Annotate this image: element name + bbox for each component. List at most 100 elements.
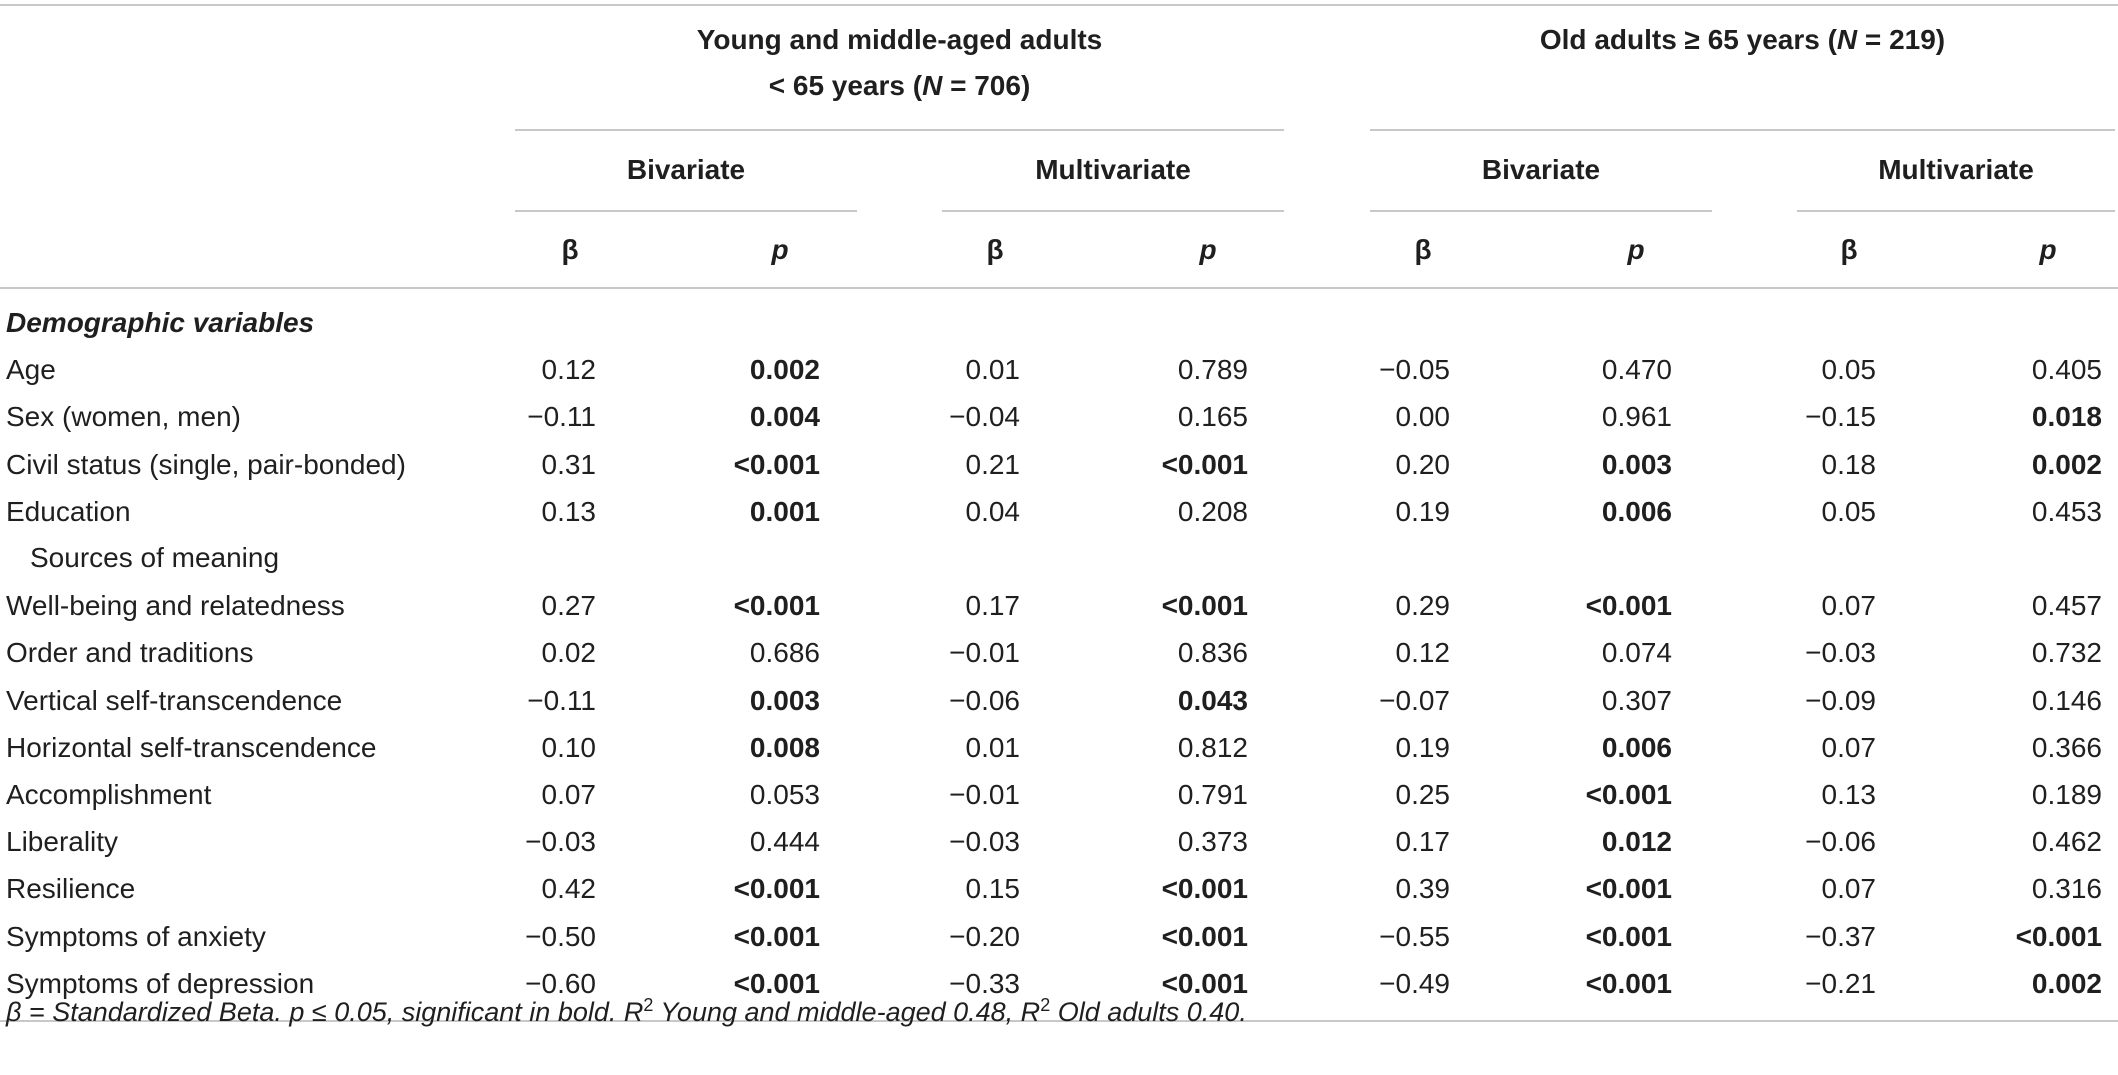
stat-header-p-3: p — [1627, 234, 1645, 265]
beta-cell: 0.13 — [541, 496, 597, 527]
beta-cell: −0.09 — [1805, 685, 1876, 716]
beta-cell: −0.50 — [525, 921, 596, 952]
beta-cell: −0.04 — [949, 401, 1020, 432]
beta-cell: 0.07 — [541, 779, 597, 810]
stat-header-beta-4: β — [1840, 234, 1858, 265]
table-footnote: β = Standardized Beta. p ≤ 0.05, signifi… — [6, 995, 1247, 1029]
beta-cell: 0.07 — [1821, 873, 1877, 904]
p-value-cell: 0.146 — [2031, 685, 2102, 716]
p-value-cell: 0.789 — [1177, 354, 1248, 385]
beta-cell: −0.11 — [527, 401, 596, 432]
beta-cell: 0.13 — [1821, 779, 1877, 810]
p-value-cell: 0.373 — [1177, 826, 1248, 857]
p-value-cell: 0.457 — [2031, 590, 2102, 621]
beta-cell: 0.31 — [541, 449, 597, 480]
p-value-cell: <0.001 — [1585, 921, 1672, 952]
p-value-cell: <0.001 — [1161, 968, 1248, 999]
beta-cell: 0.42 — [541, 873, 597, 904]
beta-cell: −0.06 — [1805, 826, 1876, 857]
p-value-cell: 0.004 — [749, 401, 820, 432]
stat-header-beta-2: β — [986, 234, 1004, 265]
group-header-young: Young and middle-aged adults < 65 years … — [515, 23, 1284, 103]
beta-cell: 0.17 — [1395, 826, 1451, 857]
p-value-cell: 0.444 — [749, 826, 820, 857]
footnote-text-3: Old adults 0.40. — [1050, 997, 1247, 1027]
row-label: Sex (women, men) — [6, 401, 241, 432]
beta-cell: −0.03 — [1805, 637, 1876, 668]
p-value-cell: <0.001 — [733, 449, 820, 480]
beta-cell: −0.03 — [525, 826, 596, 857]
p-value-cell: <0.001 — [1161, 590, 1248, 621]
group-header-young-n-label: N — [922, 70, 943, 101]
beta-cell: 0.12 — [1395, 637, 1451, 668]
beta-cell: 0.05 — [1821, 496, 1877, 527]
p-value-cell: 0.012 — [1601, 826, 1672, 857]
p-value-cell: 0.008 — [749, 732, 820, 763]
row-label: Order and traditions — [6, 637, 254, 668]
beta-cell: 0.05 — [1821, 354, 1877, 385]
subsection-title-sources-of-meaning: Sources of meaning — [30, 542, 280, 573]
beta-cell: 0.15 — [965, 873, 1021, 904]
p-value-cell: 0.405 — [2031, 354, 2102, 385]
beta-cell: −0.05 — [1379, 354, 1450, 385]
group-header-young-n-value: = 706) — [942, 70, 1031, 101]
p-value-cell: <0.001 — [1161, 921, 1248, 952]
p-value-cell: 0.470 — [1601, 354, 1672, 385]
beta-cell: 0.07 — [1821, 590, 1877, 621]
beta-cell: 0.27 — [541, 590, 597, 621]
p-value-cell: <0.001 — [733, 873, 820, 904]
footnote-superscript-2: 2 — [1040, 995, 1051, 1015]
beta-cell: 0.19 — [1395, 496, 1451, 527]
p-value-cell: 0.791 — [1177, 779, 1248, 810]
beta-cell: −0.20 — [949, 921, 1020, 952]
row-label: Symptoms of depression — [6, 968, 315, 999]
subgroup-rule-1 — [515, 210, 857, 212]
subgroup-header-young-bivariate: Bivariate — [626, 154, 746, 185]
group-header-young-range: < 65 years ( — [768, 70, 923, 101]
p-value-cell: 0.043 — [1177, 685, 1248, 716]
row-label: Civil status (single, pair-bonded) — [6, 449, 406, 480]
p-value-cell: <0.001 — [1585, 968, 1672, 999]
header-bottom-rule — [0, 287, 2118, 289]
beta-cell: 0.20 — [1395, 449, 1451, 480]
row-label: Age — [6, 354, 56, 385]
beta-cell: 0.21 — [965, 449, 1021, 480]
group-header-old-line1: Old adults ≥ 65 years ( — [1539, 24, 1837, 55]
subgroup-header-young-multivariate: Multivariate — [1035, 154, 1191, 185]
p-value-cell: <0.001 — [733, 921, 820, 952]
row-label: Well-being and relatedness — [6, 590, 345, 621]
footnote-text-1: β = Standardized Beta. p ≤ 0.05, signifi… — [6, 997, 644, 1027]
p-value-cell: 0.001 — [749, 496, 820, 527]
p-value-cell: 0.053 — [749, 779, 820, 810]
p-value-cell: 0.307 — [1601, 685, 1672, 716]
beta-cell: −0.55 — [1379, 921, 1450, 952]
row-label: Horizontal self-transcendence — [6, 732, 377, 763]
group-header-old-n-value: = 219) — [1857, 24, 1946, 55]
stat-header-p-2: p — [1199, 234, 1217, 265]
subgroup-rule-3 — [1370, 210, 1712, 212]
beta-cell: 0.04 — [965, 496, 1021, 527]
table-bottom-rule — [0, 1020, 2118, 1022]
p-value-cell: 0.002 — [749, 354, 820, 385]
beta-cell: −0.21 — [1805, 968, 1876, 999]
beta-cell: 0.02 — [541, 637, 597, 668]
row-label: Accomplishment — [6, 779, 212, 810]
p-value-cell: <0.001 — [1585, 590, 1672, 621]
p-value-cell: 0.208 — [1177, 496, 1248, 527]
group-header-young-line1: Young and middle-aged adults — [696, 24, 1103, 55]
p-value-cell: 0.074 — [1601, 637, 1672, 668]
p-value-cell: 0.006 — [1601, 732, 1672, 763]
row-label: Resilience — [6, 873, 136, 904]
p-value-cell: 0.732 — [2031, 637, 2102, 668]
group-rule-young — [515, 129, 1284, 131]
subgroup-header-old-bivariate: Bivariate — [1481, 154, 1601, 185]
row-label: Symptoms of anxiety — [6, 921, 266, 952]
stat-header-beta-3: β — [1414, 234, 1432, 265]
p-value-cell: 0.316 — [2031, 873, 2102, 904]
p-value-cell: <0.001 — [733, 590, 820, 621]
p-value-cell: 0.366 — [2031, 732, 2102, 763]
beta-cell: 0.18 — [1821, 449, 1877, 480]
table-top-rule — [0, 4, 2118, 6]
beta-cell: 0.39 — [1395, 873, 1451, 904]
p-value-cell: 0.002 — [2031, 449, 2102, 480]
